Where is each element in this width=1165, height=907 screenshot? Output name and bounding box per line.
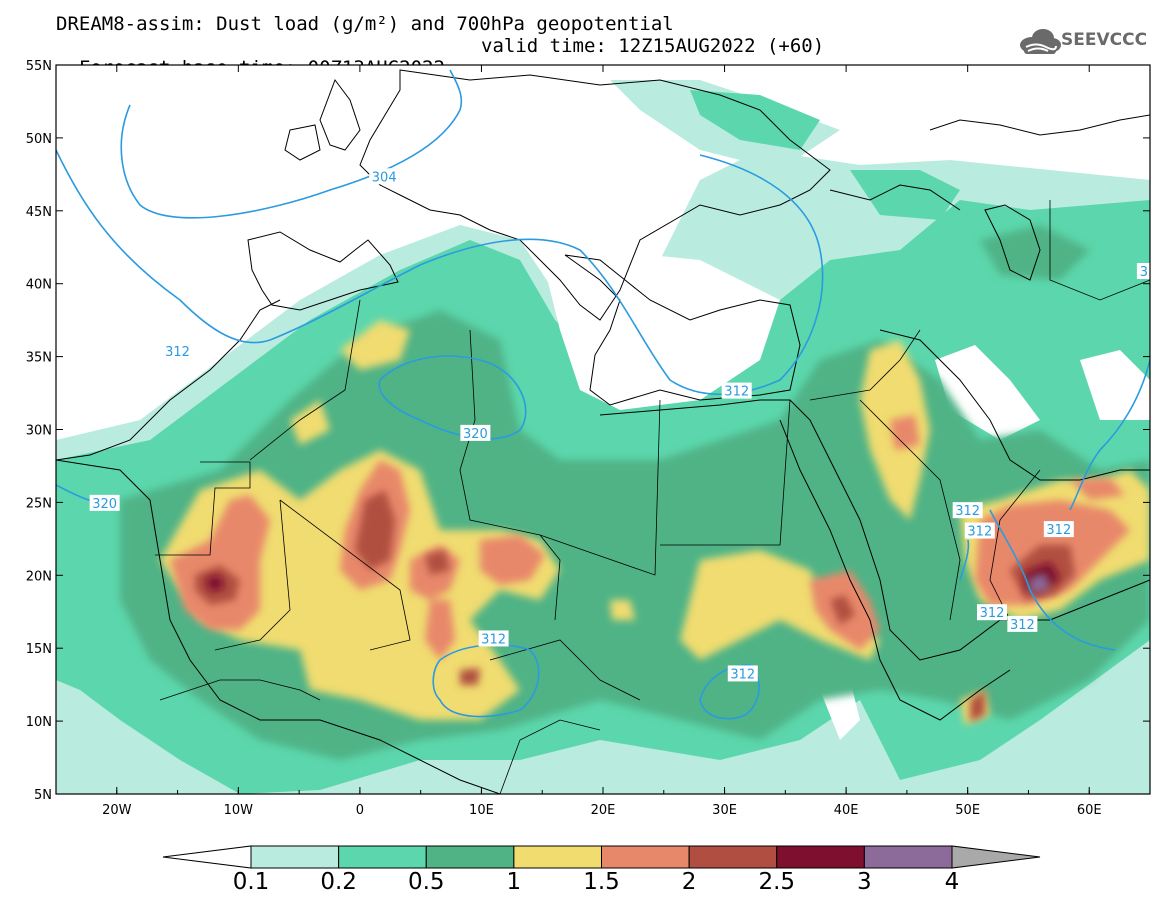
lat-label: 55N [26,59,52,74]
contour-label: 3 [1136,263,1150,280]
lat-label: 20N [26,569,52,584]
colorbar-swatch [513,845,602,869]
colorbar-label: 2.5 [758,869,796,895]
svg-text:312: 312 [955,504,980,519]
lon-label: 10W [224,803,254,818]
geopotential-contours [56,69,1150,720]
contour-label: 304 [369,168,400,185]
svg-text:312: 312 [1010,618,1035,633]
lat-label: 40N [26,278,52,293]
colorbar-label: 3 [857,869,872,895]
contour-label: 320 [460,424,491,442]
svg-text:320: 320 [92,497,117,512]
valid-time-text: valid time: 12Z15AUG2022 (+60) [481,35,825,57]
contour-labels: 304 312 312 320 320 312 312 312 312 312 312 312 3 [89,168,1150,682]
lat-label: 5N [34,788,52,803]
axis-ticks: 55N 50N 45N 40N 35N 30N 25N 20N 15N 10N 5N 20W 10W 0 1… [26,59,1151,818]
lat-label: 15N [26,642,52,657]
lon-label: 20E [591,803,616,818]
lat-label: 25N [26,496,52,511]
dust-field: 304 312 312 320 320 312 312 312 312 312 312 312 3 [56,65,1150,794]
colorbar-label: 1 [506,869,522,895]
colorbar-label: 4 [944,869,960,895]
colorbar-min-triangle [162,845,252,869]
colorbar-label: 0.5 [407,869,445,895]
svg-text:312: 312 [724,385,749,400]
lat-label: 35N [26,351,52,366]
lon-label: 30E [712,803,737,818]
contour-label: 312 [952,502,983,519]
colorbar-swatch [425,845,515,869]
lon-label: 0 [356,803,364,818]
svg-text:312: 312 [1046,523,1071,538]
contour-label: 312 [478,630,509,647]
dust-level-2.5 [205,562,1060,595]
lat-label: 10N [26,715,52,730]
contour-label: 312 [976,604,1007,621]
colorbar-swatch [601,845,690,869]
contour-label: 312 [162,343,193,360]
svg-text:320: 320 [463,427,488,442]
colorbar-swatch [776,845,865,869]
contour-label: 312 [964,522,995,540]
lon-label: 50E [955,803,980,818]
contour-label: 312 [1043,521,1074,538]
colorbar-swatch [338,845,427,869]
svg-text:312: 312 [730,667,755,682]
lon-label: 40E [834,803,859,818]
lat-label: 50N [26,132,52,147]
svg-text:312: 312 [165,345,190,360]
logo-text: SEEVCCC [1061,30,1148,50]
svg-text:312: 312 [967,525,992,540]
contour-label: 312 [727,665,758,682]
lon-label: 20W [102,803,132,818]
contour-label: 320 [89,494,120,512]
colorbar-max-triangle [951,845,1041,869]
svg-text:3: 3 [1140,265,1148,280]
seevccc-logo [1020,29,1061,54]
colorbar-swatch [250,845,340,869]
colorbar-label: 1.5 [583,869,620,895]
map-title: DREAM8-assim: Dust load (g/m²) and 700hP… [56,13,674,35]
colorbar-label: 2 [681,869,697,895]
political-borders [155,200,1150,794]
svg-text:312: 312 [481,632,506,647]
svg-text:312: 312 [980,606,1005,621]
lon-label: 10E [469,803,494,818]
colorbar-swatch [863,845,953,869]
lat-label: 45N [26,205,52,220]
contour-label: 312 [1007,615,1038,633]
svg-text:304: 304 [372,170,397,185]
colorbar-label: 0.2 [320,869,357,895]
colorbar-label: 0.1 [232,869,270,895]
colorbar-swatch [688,845,778,869]
lon-label: 60E [1077,803,1102,818]
contour-label: 312 [721,382,752,400]
lat-label: 30N [26,424,52,439]
